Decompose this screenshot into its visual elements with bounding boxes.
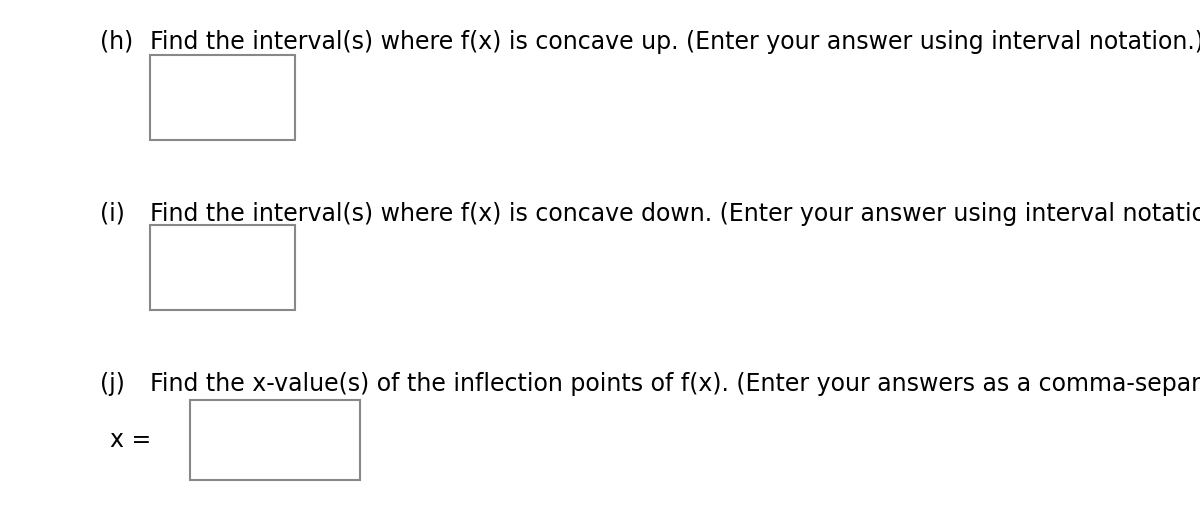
Text: Find the x-value(s) of the inflection points of f(x). (Enter your answers as a c: Find the x-value(s) of the inflection po… (150, 372, 1200, 396)
Bar (190, 400, 360, 480)
Text: Find the interval(s) where f(x) is concave up. (Enter your answer using interval: Find the interval(s) where f(x) is conca… (150, 30, 1200, 54)
Text: Find the interval(s) where f(x) is concave down. (Enter your answer using interv: Find the interval(s) where f(x) is conca… (150, 202, 1200, 226)
Text: x =: x = (110, 428, 151, 452)
Bar (150, 55, 295, 140)
Text: (h): (h) (100, 30, 133, 54)
Text: (j): (j) (100, 372, 125, 396)
Bar (150, 225, 295, 310)
Text: (i): (i) (100, 202, 125, 226)
